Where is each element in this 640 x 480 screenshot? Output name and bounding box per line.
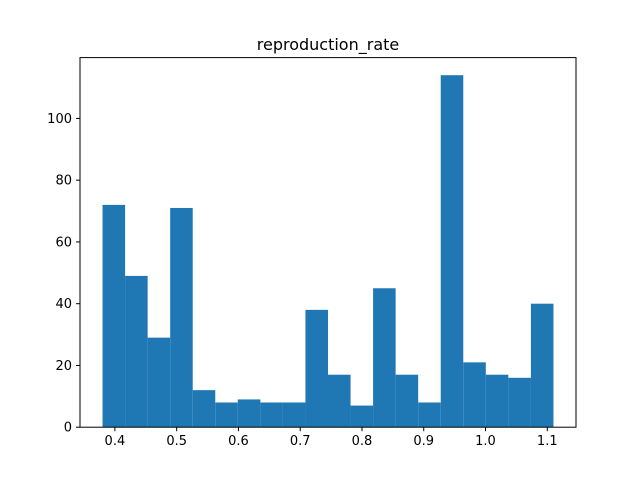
- histogram-bar: [328, 374, 351, 428]
- histogram-bar: [395, 374, 419, 428]
- x-tick-label: 1.0: [475, 434, 496, 449]
- x-tick-label: 1.1: [537, 434, 558, 449]
- histogram-bar: [440, 75, 464, 428]
- y-tick-label: 0: [64, 421, 72, 436]
- histogram-bar: [215, 402, 238, 428]
- histogram-bar: [418, 402, 441, 428]
- y-tick-label: 20: [55, 359, 72, 374]
- y-tick-label: 100: [47, 112, 72, 127]
- x-tick-label: 0.8: [352, 434, 373, 449]
- bars-group: [102, 75, 554, 428]
- chart-title: reproduction_rate: [257, 35, 399, 55]
- histogram-bar: [463, 362, 486, 428]
- histogram-bar: [192, 390, 216, 428]
- y-tick-label: 80: [55, 174, 72, 189]
- x-tick-label: 0.7: [290, 434, 311, 449]
- x-tick-label: 0.6: [228, 434, 249, 449]
- x-tick-label: 0.5: [166, 434, 187, 449]
- histogram-bar: [508, 377, 531, 428]
- histogram-bar: [485, 374, 509, 428]
- histogram-bar: [147, 337, 171, 428]
- x-tick-label: 0.9: [413, 434, 434, 449]
- histogram-bar: [350, 405, 374, 428]
- x-axis: 0.4 0.5 0.6 0.7 0.8 0.9 1.0 1.1: [105, 427, 558, 449]
- y-tick-label: 60: [55, 235, 72, 250]
- histogram-bar: [282, 402, 306, 428]
- y-tick-label: 40: [55, 297, 72, 312]
- x-tick-label: 0.4: [105, 434, 126, 449]
- y-axis: 0 20 40 60 80 100: [47, 112, 80, 436]
- histogram-bar: [170, 207, 193, 428]
- histogram-bar: [373, 288, 396, 428]
- histogram-bar: [125, 275, 148, 428]
- histogram-bar: [237, 399, 261, 428]
- histogram-bar: [260, 402, 283, 428]
- histogram-bar: [305, 309, 328, 428]
- histogram-bar: [530, 303, 554, 428]
- histogram-bar: [102, 204, 126, 428]
